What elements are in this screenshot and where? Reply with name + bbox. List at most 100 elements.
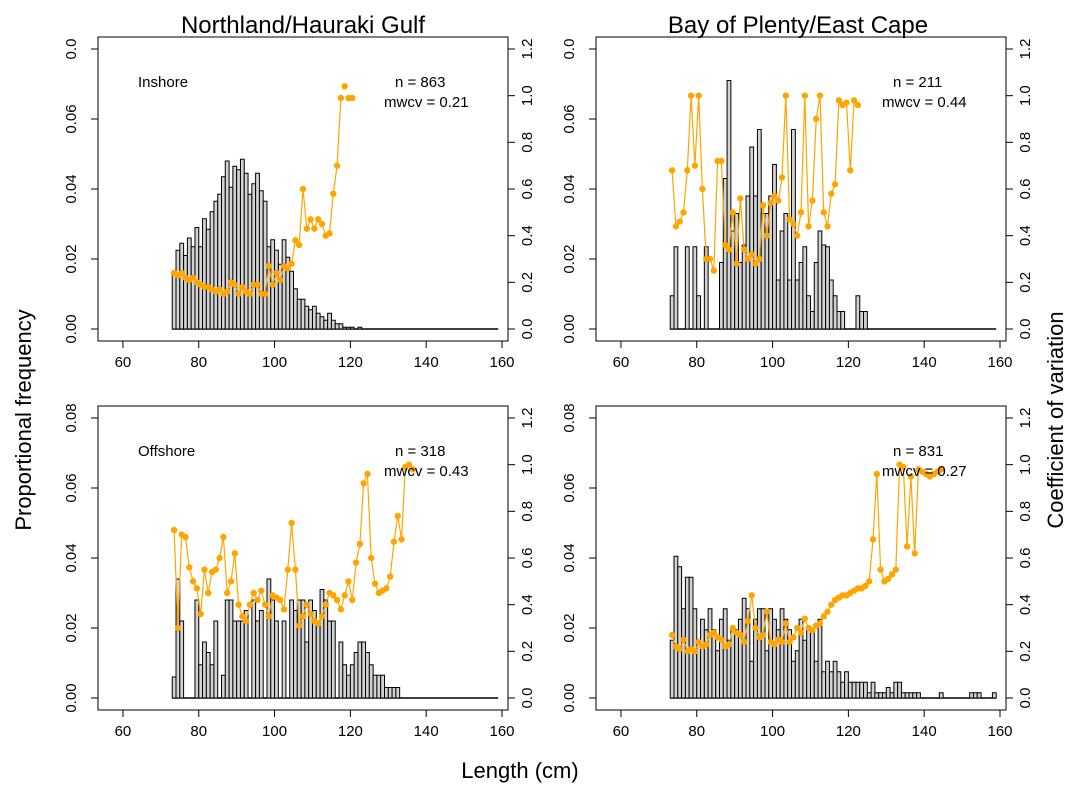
x-tick-label: 140 — [912, 354, 937, 371]
cv-point — [265, 262, 273, 270]
y2-tick-label: 1.2 — [519, 39, 536, 60]
histogram-bar — [707, 608, 713, 699]
histogram-bar — [832, 295, 838, 330]
y2-tick-label: 0.4 — [1017, 225, 1034, 246]
histogram-bar — [881, 692, 887, 699]
cv-point — [189, 274, 197, 281]
cv-point — [292, 566, 299, 573]
cv-point — [299, 185, 307, 193]
histogram-bar — [274, 620, 279, 699]
histogram-bar — [338, 323, 344, 330]
x-tick-label: 140 — [414, 723, 439, 740]
cv-point — [386, 573, 394, 580]
histogram-bar — [289, 270, 295, 330]
cv-point — [703, 641, 710, 648]
histogram-bar — [171, 676, 177, 699]
mwcv-text: mwcv = 0.21 — [384, 94, 469, 111]
cv-point — [687, 92, 695, 99]
cv-point — [216, 286, 223, 293]
histogram-bar — [783, 213, 789, 330]
y-axis-label-left: Proportional frequency — [11, 309, 36, 531]
histogram-bar — [673, 555, 679, 699]
cv-point — [759, 631, 767, 639]
cv-point — [326, 230, 333, 237]
cv-point — [269, 281, 276, 288]
cv-point — [383, 585, 390, 592]
mwcv-text: mwcv = 0.43 — [384, 463, 469, 480]
y-tick-label: 0.0 — [561, 39, 578, 60]
histogram-bar — [183, 255, 188, 330]
x-tick-label: 160 — [489, 354, 514, 371]
histogram-bar — [893, 681, 899, 699]
histogram-bar — [239, 620, 245, 699]
cv-point — [797, 629, 805, 636]
cv-point — [771, 192, 778, 200]
histogram-bar — [817, 618, 823, 699]
cv-point — [364, 470, 371, 478]
x-tick-label: 100 — [262, 354, 287, 371]
histogram-bar — [851, 681, 857, 699]
histogram-bar — [916, 692, 921, 699]
histogram-bar — [357, 641, 363, 699]
cv-point — [356, 540, 364, 548]
cv-point — [873, 470, 881, 478]
cv-point — [828, 601, 835, 608]
cv-point — [296, 241, 303, 249]
y-tick-label: 0.02 — [561, 244, 578, 273]
cv-point — [186, 564, 193, 571]
x-tick-label: 120 — [836, 723, 861, 740]
histogram-bar — [794, 279, 800, 330]
sample-size-text: n = 831 — [893, 443, 943, 460]
histogram-bar — [247, 193, 253, 330]
histogram-bar — [772, 164, 777, 330]
cv-point — [752, 260, 759, 267]
cv-point — [314, 216, 322, 223]
cv-point — [292, 237, 299, 244]
x-tick-label: 60 — [613, 354, 630, 371]
histogram-bar — [991, 692, 997, 699]
cv-point — [368, 554, 375, 562]
cv-point — [778, 638, 786, 646]
y2-tick-label: 0.6 — [519, 548, 536, 569]
histogram-bar — [726, 639, 732, 699]
histogram-bar — [372, 674, 378, 699]
histogram-bar — [334, 323, 340, 330]
cv-point — [748, 251, 755, 258]
histogram-bar — [673, 246, 679, 330]
y-tick-label: 0.0 — [63, 39, 80, 60]
histogram-bar — [198, 664, 204, 699]
histogram-bar — [395, 687, 401, 699]
cv-point — [835, 97, 843, 104]
cv-point — [273, 269, 280, 277]
panel-bop-inshore: 60 80 100 120 140 160 0.00 0.02 0.04 0.06 0.0 0.0 0.… — [561, 36, 1034, 371]
cv-point — [805, 223, 812, 230]
panel-bop-offshore: 60 80 100 120 140 160 0.00 0.02 0.04 0.06 0.08 0.0 0… — [561, 403, 1034, 740]
cv-point — [182, 533, 189, 541]
cv-point — [706, 255, 714, 263]
x-axis-label: Length (cm) — [461, 758, 579, 783]
cv-point — [349, 94, 356, 102]
histogram-bar — [281, 620, 287, 699]
histogram-bar — [859, 311, 865, 330]
histogram-bar — [855, 295, 861, 330]
histogram-bar — [387, 687, 393, 699]
histogram-bar — [969, 692, 974, 699]
histogram-bar — [255, 620, 260, 699]
histogram-bar — [840, 311, 846, 330]
cv-point — [676, 645, 683, 653]
mwcv-text: mwcv = 0.44 — [882, 94, 967, 111]
histogram-bar — [213, 200, 219, 330]
histogram-bar — [327, 312, 332, 330]
y-tick-label: 0.08 — [561, 403, 578, 432]
cv-point — [299, 613, 307, 620]
cv-point — [330, 592, 337, 599]
cv-point — [174, 624, 182, 632]
histogram-bar — [232, 165, 238, 330]
histogram-bar — [368, 664, 374, 699]
cv-point — [794, 232, 801, 239]
histogram-bar — [889, 692, 895, 699]
histogram-bar — [236, 169, 241, 330]
histogram-bar — [304, 305, 310, 330]
histogram-bar — [692, 246, 698, 330]
cv-point — [205, 589, 212, 597]
